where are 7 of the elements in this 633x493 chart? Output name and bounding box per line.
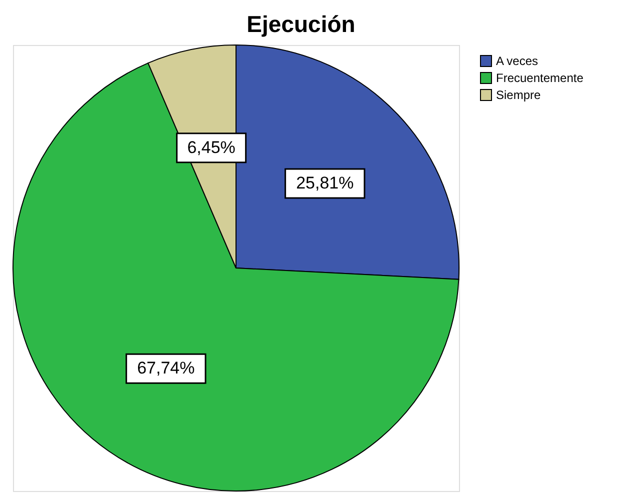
chart-title: Ejecución (246, 11, 356, 37)
data-label: 6,45% (187, 138, 236, 157)
legend-label: Frecuentemente (496, 71, 584, 85)
data-label: 67,74% (137, 358, 195, 378)
legend-label: Siempre (496, 88, 542, 102)
legend-label: A veces (496, 54, 538, 68)
data-label: 25,81% (296, 174, 354, 193)
